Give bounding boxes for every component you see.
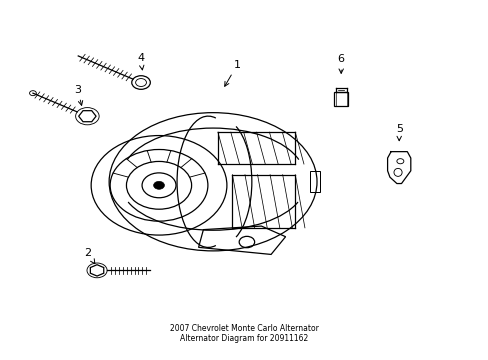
Bar bbox=[309, 171, 320, 192]
Text: 3: 3 bbox=[74, 85, 82, 105]
Text: 6: 6 bbox=[337, 54, 344, 73]
Text: 1: 1 bbox=[224, 60, 240, 86]
Bar bbox=[333, 92, 348, 106]
Text: 5: 5 bbox=[395, 123, 402, 141]
Circle shape bbox=[153, 181, 164, 189]
Text: 2007 Chevrolet Monte Carlo Alternator
Alternator Diagram for 20911162: 2007 Chevrolet Monte Carlo Alternator Al… bbox=[170, 324, 318, 343]
Text: 2: 2 bbox=[83, 248, 95, 264]
Text: 4: 4 bbox=[137, 53, 144, 70]
